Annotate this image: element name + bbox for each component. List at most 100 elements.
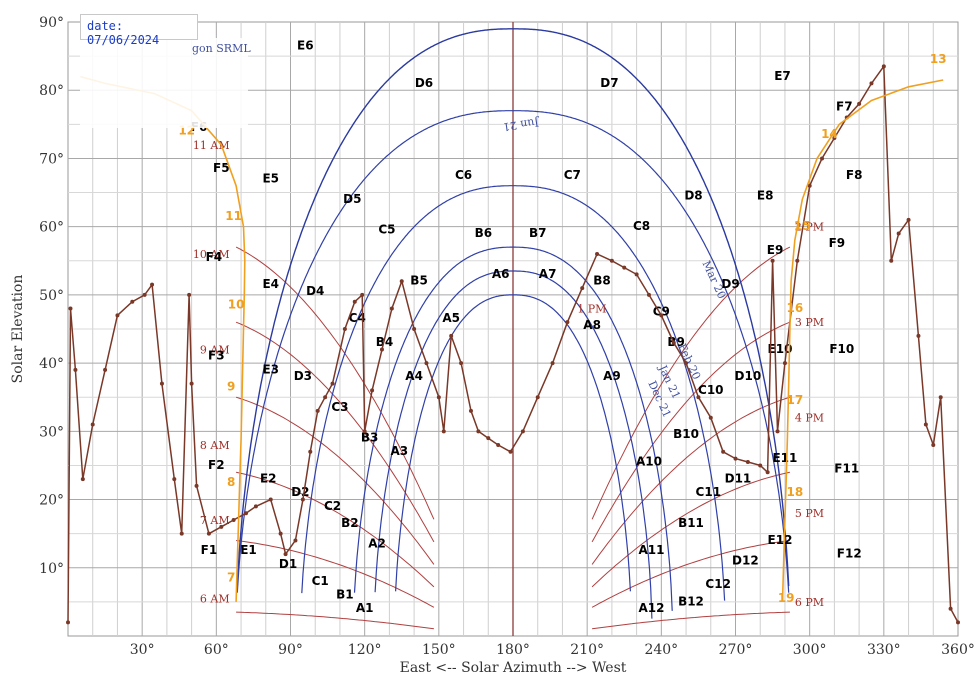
hour-line-pm (592, 611, 790, 630)
horizon-point (696, 395, 701, 400)
y-tick-label: 70° (39, 151, 64, 167)
horizon-point (565, 320, 570, 325)
sun-path-curve (236, 110, 790, 593)
horizon-point (68, 306, 73, 311)
zone-label: F4 (206, 250, 223, 264)
zone-label: E8 (757, 188, 774, 202)
horizon-point (219, 524, 224, 529)
zone-label: D10 (735, 369, 762, 383)
horizon-point (90, 422, 95, 427)
x-tick-label: 120° (348, 642, 382, 658)
horizon-point (179, 531, 184, 536)
horizon-point (535, 395, 540, 400)
hour-label-am: 11 AM (193, 139, 230, 152)
y-tick-label: 40° (39, 356, 64, 372)
hour-label-am: 9 AM (200, 343, 230, 356)
horizon-point (807, 183, 812, 188)
zone-label: E12 (768, 533, 793, 547)
sun-track-afternoon (781, 79, 944, 602)
sun-hour-label: 16 (786, 301, 803, 315)
hour-line-am (235, 246, 435, 520)
horizon-point (775, 429, 780, 434)
hour-line-pm (591, 321, 791, 543)
horizon-point (550, 361, 555, 366)
horizon-point (187, 292, 192, 297)
horizon-point (362, 429, 367, 434)
horizon-point (733, 456, 738, 461)
zone-label: B2 (341, 516, 359, 530)
hour-label-am: 10 AM (193, 248, 230, 261)
horizon-point (758, 463, 763, 468)
zone-label: D5 (343, 192, 361, 206)
sun-hour-label: 11 (225, 209, 242, 223)
zone-label: E11 (772, 451, 797, 465)
hour-label-am: 7 AM (200, 514, 230, 527)
zone-label: D7 (600, 76, 618, 90)
sun-hour-label: 15 (794, 219, 811, 233)
x-tick-label: 210° (570, 642, 604, 658)
horizon-point (278, 531, 283, 536)
y-tick-label: 90° (39, 15, 64, 31)
sun-path-curve (353, 246, 673, 611)
zone-label: C4 (349, 311, 366, 325)
zone-label: A12 (638, 601, 664, 615)
horizon-point (189, 381, 194, 386)
date-label: date: 07/06/2024 (87, 19, 160, 47)
horizon-point (399, 279, 404, 284)
zone-label: C11 (696, 485, 722, 499)
zone-label: F8 (846, 168, 863, 182)
zone-label: A2 (368, 536, 386, 550)
horizon-point (708, 415, 713, 420)
zone-label: D2 (291, 485, 309, 499)
hour-label-am: 8 AM (200, 439, 230, 452)
sun-path-curve (395, 294, 631, 592)
horizon-point (671, 340, 676, 345)
hour-label-am: 6 AM (200, 592, 230, 605)
x-tick-label: 300° (793, 642, 827, 658)
horizon-point (253, 504, 258, 509)
horizon-point (956, 620, 960, 625)
zone-label: D4 (306, 284, 324, 298)
hour-label-pm: 5 PM (795, 507, 824, 520)
horizon-point (931, 442, 936, 447)
horizon-profile (66, 64, 960, 625)
horizon-point (142, 292, 147, 297)
zone-label: D11 (725, 472, 752, 486)
zone-label: D9 (721, 277, 739, 291)
x-tick-label: 90° (278, 642, 303, 658)
horizon-point (659, 313, 664, 318)
hour-line-am (235, 321, 435, 543)
zone-label: F11 (834, 461, 859, 475)
zone-label: C6 (455, 168, 472, 182)
horizon-point (231, 518, 236, 523)
zone-label: A7 (539, 267, 557, 281)
x-tick-label: 30° (130, 642, 155, 658)
horizon-point (172, 477, 177, 482)
date-box: date: 07/06/2024 (80, 14, 198, 47)
horizon-point (115, 313, 120, 318)
horizon-point (646, 292, 651, 297)
hour-line-am (236, 611, 434, 630)
horizon-point (342, 327, 347, 331)
zone-label: F3 (208, 349, 225, 363)
sun-hour-label: 19 (778, 591, 795, 605)
horizon-point (73, 367, 78, 372)
horizon-point (916, 333, 921, 338)
zone-label: A6 (492, 267, 510, 281)
x-tick-label: 240° (644, 642, 678, 658)
sun-hour-label: 18 (786, 485, 803, 499)
horizon-point (308, 449, 313, 454)
x-tick-label: 60° (204, 642, 229, 658)
horizon-point (468, 408, 473, 413)
zone-label: A8 (583, 318, 601, 332)
sun-path-curve (301, 185, 726, 601)
zone-label: A4 (405, 369, 423, 383)
zone-label: E2 (260, 472, 277, 486)
zone-label: F1 (201, 543, 218, 557)
horizon-point (360, 292, 365, 297)
horizon-point (441, 429, 446, 434)
zone-label: B7 (529, 226, 547, 240)
horizon-point (66, 620, 70, 625)
horizon-point (449, 333, 454, 338)
